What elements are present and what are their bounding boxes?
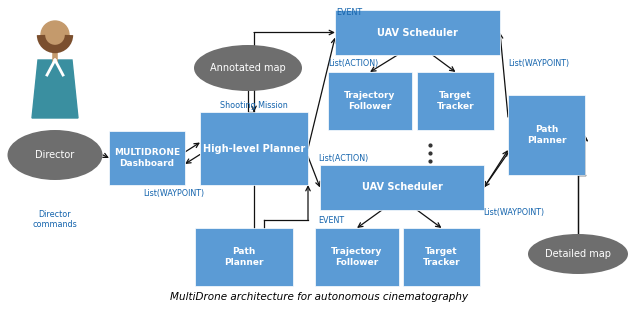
FancyBboxPatch shape: [508, 95, 585, 175]
FancyBboxPatch shape: [328, 72, 412, 130]
FancyBboxPatch shape: [109, 131, 185, 185]
Ellipse shape: [528, 234, 628, 274]
Text: List(WAYPOINT): List(WAYPOINT): [508, 59, 569, 68]
Ellipse shape: [8, 130, 103, 180]
Text: Path
Planner: Path Planner: [224, 247, 263, 267]
Text: Target
Tracker: Target Tracker: [423, 247, 460, 267]
Text: Target
Tracker: Target Tracker: [436, 91, 474, 111]
Circle shape: [41, 21, 69, 49]
FancyBboxPatch shape: [200, 112, 308, 185]
Text: List(ACTION): List(ACTION): [328, 59, 378, 68]
Text: Shooting Mission: Shooting Mission: [220, 101, 288, 110]
Text: High-level Planner: High-level Planner: [203, 144, 305, 153]
Text: Trajectory
Follower: Trajectory Follower: [345, 91, 396, 111]
Text: UAV Scheduler: UAV Scheduler: [377, 28, 458, 38]
FancyBboxPatch shape: [403, 228, 480, 286]
Text: MultiDrone architecture for autonomous cinematography: MultiDrone architecture for autonomous c…: [170, 292, 468, 302]
Text: EVENT: EVENT: [318, 216, 344, 225]
Text: Director
commands: Director commands: [33, 210, 77, 229]
Text: MULTIDRONE
Dashboard: MULTIDRONE Dashboard: [114, 148, 180, 168]
Text: Annotated map: Annotated map: [210, 63, 286, 73]
Ellipse shape: [194, 45, 302, 91]
Text: EVENT: EVENT: [336, 8, 362, 17]
FancyBboxPatch shape: [335, 10, 500, 55]
Text: Path
Planner: Path Planner: [527, 125, 567, 145]
Text: List(ACTION): List(ACTION): [318, 154, 368, 163]
FancyBboxPatch shape: [320, 165, 484, 210]
FancyBboxPatch shape: [195, 228, 293, 286]
Text: Detailed map: Detailed map: [545, 249, 611, 259]
Text: Trajectory
Follower: Trajectory Follower: [331, 247, 383, 267]
FancyBboxPatch shape: [417, 72, 494, 130]
Text: List(WAYPOINT): List(WAYPOINT): [483, 208, 544, 217]
FancyBboxPatch shape: [315, 228, 399, 286]
Text: Director: Director: [35, 150, 75, 160]
Text: List(WAYPOINT): List(WAYPOINT): [143, 189, 204, 198]
Text: UAV Scheduler: UAV Scheduler: [362, 183, 442, 193]
Polygon shape: [32, 60, 78, 118]
